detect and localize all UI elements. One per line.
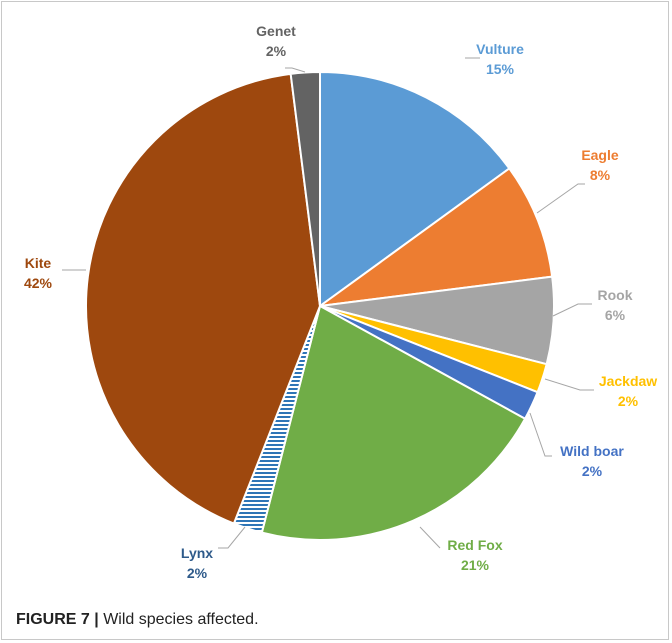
slice-percent-eagle: 8% xyxy=(590,167,611,183)
slice-label-red-fox: Red Fox xyxy=(447,537,502,553)
slice-percent-vulture: 15% xyxy=(486,61,515,77)
leader-line-red-fox xyxy=(419,526,441,549)
slice-label-genet: Genet xyxy=(256,23,296,39)
slice-percent-genet: 2% xyxy=(266,43,287,59)
slice-label-kite: Kite xyxy=(25,255,52,271)
slice-label-wild-boar: Wild boar xyxy=(560,443,624,459)
slice-label-rook: Rook xyxy=(598,287,633,303)
slice-labels: Vulture 15% Eagle 8% Rook 6% Jackdaw 2% Wild boa… xyxy=(24,23,657,581)
slice-percent-jackdaw: 2% xyxy=(618,393,639,409)
leader-line-eagle xyxy=(536,183,585,214)
pie-slice-eagle xyxy=(319,167,554,307)
figure-number: FIGURE 7 xyxy=(16,611,90,628)
slice-percent-wild-boar: 2% xyxy=(582,463,603,479)
leader-lines xyxy=(62,57,594,549)
slice-label-vulture: Vulture xyxy=(476,41,524,57)
caption-text: Wild species affected. xyxy=(103,611,259,628)
pie-slice-vulture xyxy=(319,70,511,308)
slice-percent-lynx: 2% xyxy=(187,565,208,581)
slice-percent-rook: 6% xyxy=(605,307,626,323)
slice-percent-red-fox: 21% xyxy=(461,557,490,573)
leader-line-jackdaw xyxy=(544,378,594,391)
slice-percent-kite: 42% xyxy=(24,275,53,291)
figure-caption: FIGURE 7 | Wild species affected. xyxy=(16,611,259,629)
slice-label-eagle: Eagle xyxy=(581,147,619,163)
pie-chart: Vulture 15% Eagle 8% Rook 6% Jackdaw 2% Wild boa… xyxy=(24,23,657,581)
pie-slice-red-fox xyxy=(260,304,527,541)
pie-slice-genet xyxy=(289,70,321,307)
leader-line-wild-boar xyxy=(529,412,552,457)
leader-line-rook xyxy=(552,303,592,317)
leader-line-genet xyxy=(285,67,306,73)
figure-separator: | xyxy=(94,611,99,628)
slice-label-jackdaw: Jackdaw xyxy=(599,373,657,389)
leader-line-lynx xyxy=(218,526,246,549)
pie-slices xyxy=(85,70,555,541)
pie-slice-kite xyxy=(85,72,322,525)
slice-label-lynx: Lynx xyxy=(181,545,213,561)
